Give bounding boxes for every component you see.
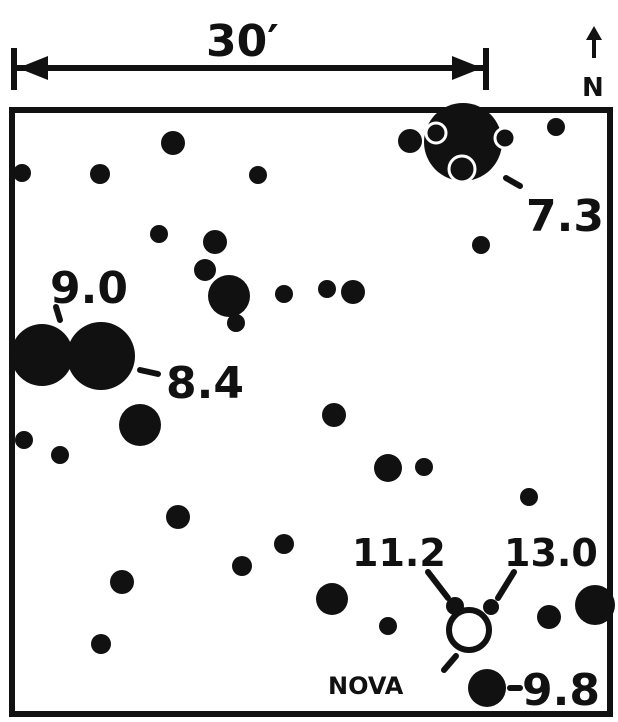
star (275, 285, 293, 303)
star (472, 236, 490, 254)
star (161, 131, 185, 155)
star (249, 166, 267, 184)
north-arrow-icon (586, 26, 602, 58)
label-mag-13-0: 13.0 (504, 531, 598, 575)
star (166, 505, 190, 529)
star (232, 556, 252, 576)
star (208, 275, 250, 317)
star (318, 280, 336, 298)
star (379, 617, 397, 635)
star (13, 164, 31, 182)
star-mag-9-0 (11, 324, 73, 386)
star (520, 488, 538, 506)
star-cluster-mag-7-3 (398, 103, 517, 184)
field-stars (11, 118, 615, 707)
nova-marker (446, 597, 499, 653)
scale-label: 30′ (206, 16, 279, 67)
star (150, 225, 168, 243)
star (415, 458, 433, 476)
star (575, 585, 615, 625)
leader-lines (53, 175, 523, 691)
star-mag-13-0 (483, 599, 499, 615)
star (322, 403, 346, 427)
scale-bar (11, 48, 489, 90)
star (203, 230, 227, 254)
star (547, 118, 565, 136)
label-mag-8-4: 8.4 (166, 358, 244, 409)
star (110, 570, 134, 594)
star (374, 454, 402, 482)
field-frame (9, 107, 613, 717)
star (227, 314, 245, 332)
north-label: N (582, 73, 604, 103)
label-mag-9-0: 9.0 (50, 263, 128, 314)
nova-circle (446, 607, 492, 653)
star-mag-8-4 (67, 322, 135, 390)
label-mag-7-3: 7.3 (526, 191, 604, 242)
star (316, 583, 348, 615)
star (90, 164, 110, 184)
star (194, 259, 216, 281)
star (341, 280, 365, 304)
label-mag-11-2: 11.2 (352, 531, 446, 575)
star-mag-11-2 (446, 597, 464, 615)
label-nova: NOVA (328, 672, 404, 700)
star-mag-9-8 (468, 669, 506, 707)
scale-bar-right-arrowhead (452, 56, 482, 80)
star (51, 446, 69, 464)
scale-bar-left-arrowhead (18, 56, 48, 80)
star (274, 534, 294, 554)
star (91, 634, 111, 654)
star (537, 605, 561, 629)
star (119, 404, 161, 446)
star (15, 431, 33, 449)
label-mag-9-8: 9.8 (522, 665, 600, 716)
